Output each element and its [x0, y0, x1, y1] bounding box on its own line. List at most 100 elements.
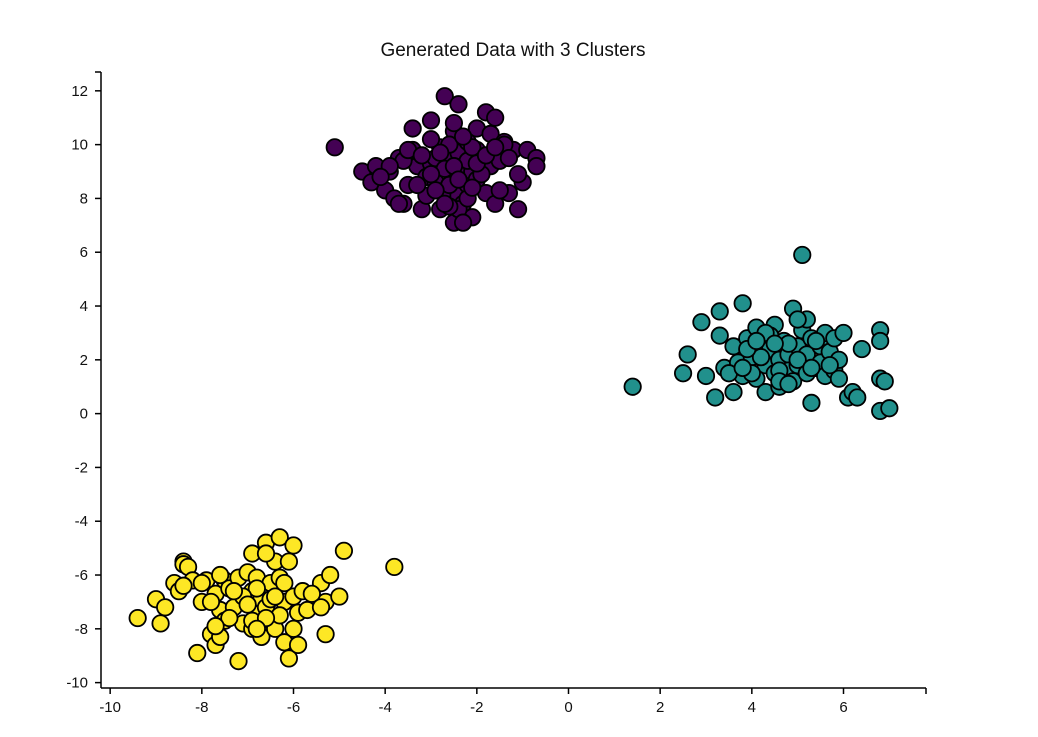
- data-point-cluster-2: [765, 334, 784, 353]
- x-tick-label: 0: [564, 699, 572, 716]
- data-point-cluster-3: [188, 643, 207, 663]
- data-point-cluster-1: [508, 165, 528, 184]
- data-point-cluster-3: [151, 614, 170, 633]
- y-tick-label: 6: [80, 244, 88, 261]
- data-point-cluster-3: [302, 584, 321, 603]
- y-tick-label: 12: [71, 83, 88, 100]
- data-point-cluster-2: [706, 388, 725, 407]
- y-tick-label: 4: [80, 298, 88, 315]
- data-point-cluster-2: [751, 348, 771, 367]
- data-point-cluster-1: [449, 170, 468, 189]
- data-point-cluster-3: [201, 592, 221, 612]
- data-point-cluster-1: [421, 165, 441, 184]
- data-point-cluster-3: [334, 541, 354, 560]
- y-tick-label: -2: [75, 459, 88, 476]
- data-point-cluster-2: [834, 323, 853, 343]
- data-point-cluster-2: [788, 310, 807, 329]
- data-point-cluster-1: [453, 127, 473, 146]
- data-point-cluster-3: [279, 649, 299, 668]
- y-tick-label: 10: [71, 137, 88, 154]
- x-tick-label: -4: [378, 699, 391, 716]
- data-point-cluster-2: [733, 294, 752, 313]
- x-tick-label: 2: [656, 699, 664, 716]
- data-point-cluster-1: [508, 200, 528, 219]
- data-point-cluster-3: [316, 625, 335, 644]
- y-tick-label: -4: [75, 513, 88, 530]
- data-point-cluster-2: [880, 399, 899, 418]
- axes: -10 -8 -6 -4 -2 0 2 4 6 -10 -8 -6 -4 -2 0 2 4 6 8 10 12: [66, 71, 927, 716]
- data-point-cluster-2: [802, 393, 821, 412]
- data-point-cluster-2: [696, 366, 716, 386]
- data-point-cluster-2: [788, 350, 807, 369]
- data-point-cluster-1: [486, 108, 505, 127]
- y-tick-label: 2: [80, 352, 88, 369]
- data-point-cluster-2: [793, 245, 812, 265]
- data-point-cluster-3: [321, 565, 340, 585]
- data-point-cluster-2: [673, 364, 693, 383]
- data-point-cluster-3: [311, 598, 331, 617]
- data-point-cluster-1: [408, 175, 427, 195]
- data-point-cluster-2: [710, 302, 729, 321]
- data-point-cluster-1: [449, 95, 468, 114]
- data-point-cluster-3: [211, 565, 230, 585]
- data-point-cluster-1: [431, 143, 450, 162]
- data-point-cluster-3: [206, 617, 225, 636]
- y-tick-label: -10: [66, 675, 88, 692]
- data-point-cluster-2: [623, 377, 642, 396]
- data-point-cluster-1: [325, 138, 344, 157]
- data-point-cluster-2: [747, 331, 766, 351]
- x-tick-label: -8: [195, 699, 208, 716]
- y-tick-label: 0: [80, 406, 88, 423]
- x-tick-label: -10: [99, 699, 121, 716]
- data-point-cluster-1: [435, 194, 454, 213]
- data-point-cluster-1: [421, 130, 441, 149]
- data-point-cluster-2: [806, 331, 826, 351]
- data-point-cluster-2: [820, 356, 839, 375]
- data-point-cluster-1: [527, 157, 546, 176]
- data-point-cluster-1: [453, 213, 473, 232]
- data-point-cluster-3: [330, 587, 349, 606]
- data-point-cluster-3: [288, 635, 308, 655]
- data-points: [128, 87, 899, 671]
- data-point-cluster-1: [444, 114, 464, 133]
- data-point-cluster-1: [499, 148, 519, 168]
- data-point-cluster-1: [421, 111, 441, 130]
- data-point-cluster-3: [224, 582, 244, 601]
- x-tick-label: -6: [287, 699, 300, 716]
- x-tick-label: 4: [748, 699, 756, 716]
- data-point-cluster-1: [403, 119, 422, 138]
- data-point-cluster-3: [247, 619, 266, 638]
- y-tick-label: -8: [75, 621, 88, 638]
- data-point-cluster-3: [128, 608, 147, 628]
- data-point-cluster-1: [389, 194, 409, 213]
- chart-title: Generated Data with 3 Clusters: [380, 40, 645, 61]
- data-point-cluster-2: [710, 326, 729, 345]
- data-point-cluster-3: [247, 579, 266, 598]
- y-tick-label: -6: [75, 567, 88, 584]
- data-point-cluster-3: [220, 608, 239, 628]
- data-point-cluster-1: [490, 181, 509, 200]
- data-point-cluster-2: [875, 372, 894, 391]
- data-point-cluster-2: [848, 388, 867, 407]
- data-point-cluster-3: [270, 528, 289, 547]
- data-point-cluster-3: [229, 652, 248, 671]
- data-point-cluster-2: [779, 374, 798, 394]
- data-point-cluster-1: [426, 181, 445, 200]
- data-point-cluster-3: [279, 552, 299, 571]
- data-point-cluster-1: [486, 138, 505, 157]
- y-tick-label: 8: [80, 190, 88, 207]
- data-point-cluster-3: [256, 544, 276, 563]
- x-tick-label: -2: [470, 699, 483, 716]
- data-point-cluster-2: [802, 358, 821, 377]
- data-point-cluster-1: [463, 178, 482, 197]
- data-point-cluster-2: [724, 383, 743, 402]
- data-point-cluster-2: [852, 339, 871, 359]
- data-point-cluster-2: [692, 313, 711, 332]
- data-point-cluster-2: [678, 345, 697, 364]
- data-point-cluster-3: [238, 595, 257, 614]
- data-point-cluster-1: [371, 167, 390, 187]
- data-point-cluster-1: [412, 146, 431, 165]
- data-point-cluster-3: [192, 573, 211, 593]
- data-point-cluster-3: [385, 557, 404, 577]
